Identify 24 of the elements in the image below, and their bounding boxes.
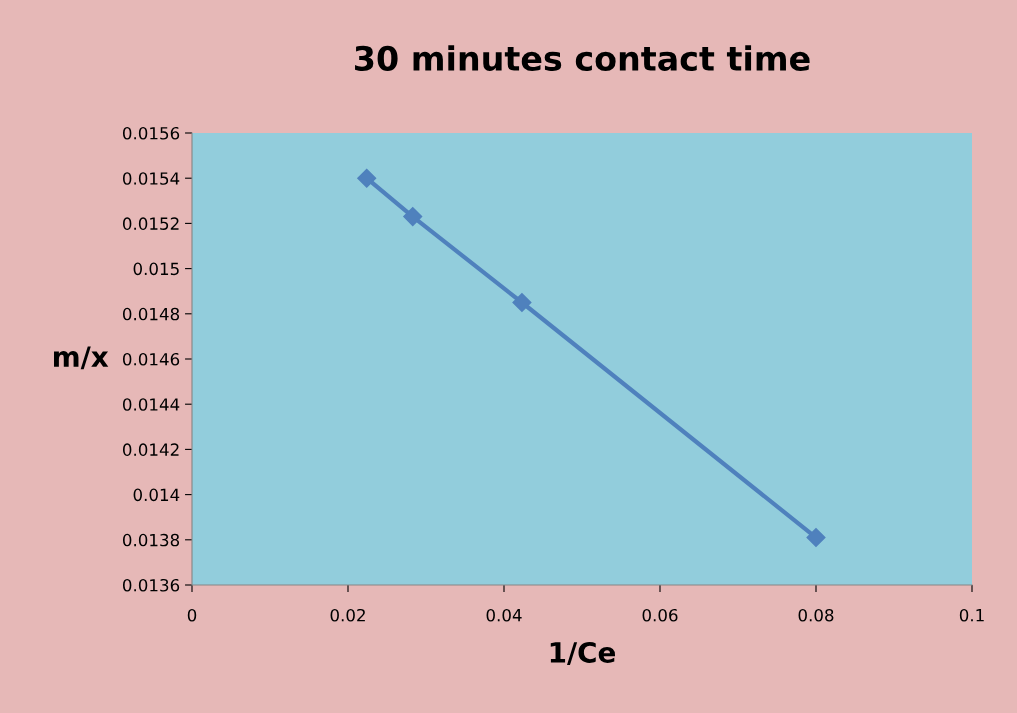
- x-tick-label: 0.06: [642, 608, 678, 622]
- chart-title: 30 minutes contact time: [355, 45, 810, 71]
- x-axis-title: 1/Ce: [550, 641, 615, 666]
- x-tick-label: 0.08: [798, 608, 834, 622]
- y-tick-label: 0.0156: [122, 126, 180, 140]
- y-tick-label: 0.0142: [122, 443, 179, 456]
- y-tick-label: 0.0154: [122, 172, 180, 185]
- y-tick-label: 0.014: [133, 488, 180, 502]
- y-tick-label: 0.0146: [122, 352, 180, 366]
- y-tick-label: 0.0152: [122, 217, 179, 230]
- y-tick-label: 0.0138: [122, 533, 180, 547]
- point: [357, 168, 377, 188]
- y-tick-label: 0.0136: [122, 578, 180, 592]
- y-tick-label: 0.0148: [122, 307, 180, 321]
- y-tick-label: 0.015: [133, 262, 179, 276]
- x-tick-label: 0.1: [959, 608, 984, 622]
- point: [512, 292, 532, 313]
- x-tick-label: 0: [187, 608, 197, 622]
- x-tick-label: 0.04: [486, 608, 522, 622]
- y-axis-title: m/x: [54, 346, 109, 370]
- point: [403, 207, 423, 227]
- y-tick-label: 0.0144: [122, 398, 180, 411]
- x-tick-label: 0.02: [330, 608, 365, 622]
- point: [806, 528, 826, 548]
